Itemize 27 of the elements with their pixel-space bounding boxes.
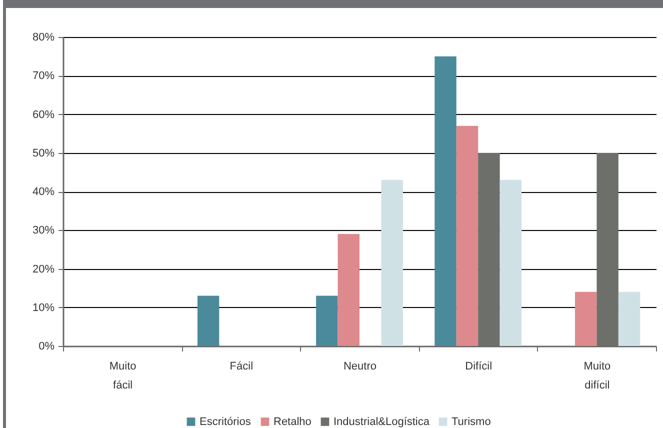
y-tick-label: 50%: [32, 147, 55, 160]
legend-label: Escritórios: [200, 416, 252, 428]
y-tick-label: 80%: [32, 32, 55, 44]
y-tick-label: 40%: [32, 186, 55, 198]
legend-label: Retalho: [274, 416, 312, 428]
x-tick-label: Muito fácil: [109, 360, 136, 392]
bar: [338, 234, 360, 346]
y-tick-label: 20%: [32, 263, 55, 276]
bar: [316, 296, 338, 346]
y-tick-label: 10%: [32, 302, 55, 314]
bar: [456, 126, 478, 346]
y-tick-label: 30%: [32, 224, 55, 237]
x-tick-label: Muito difícil: [584, 360, 611, 392]
x-tick-label: Fácil: [230, 360, 254, 372]
bar: [500, 180, 522, 346]
bar: [434, 56, 456, 346]
bar: [197, 296, 220, 346]
legend-label: Turismo: [452, 416, 491, 428]
bar: [618, 292, 640, 346]
y-tick-label: 0%: [38, 340, 55, 352]
y-tick-label: 60%: [32, 108, 55, 121]
x-tick-label: Neutro: [343, 360, 377, 372]
legend-label: Industrial&Logística: [334, 416, 430, 428]
bar: [381, 180, 403, 346]
bar: [574, 292, 597, 346]
y-tick-label: 70%: [32, 70, 55, 82]
x-tick-label: Difícil: [465, 360, 492, 372]
